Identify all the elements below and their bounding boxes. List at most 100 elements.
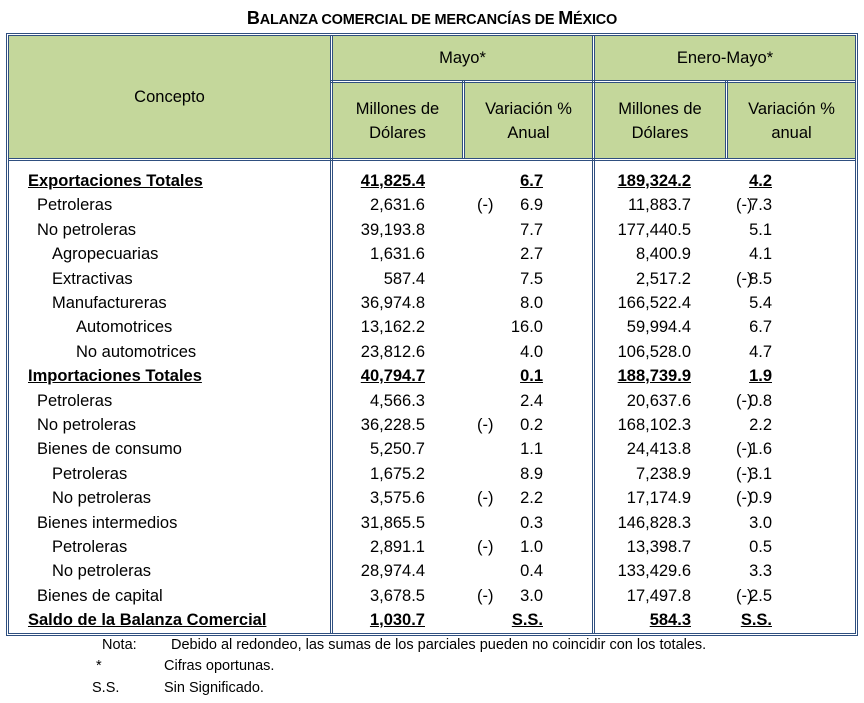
table-row: Petroleras 1,675.2 8.9 7,238.9 (-) 3.1 <box>9 462 855 486</box>
header-mayo: Mayo* <box>333 36 592 80</box>
mayo-millones: 3,575.6 <box>369 489 425 508</box>
enero-mayo-negative-sign: (-) <box>736 489 753 508</box>
enero-mayo-variacion: 0.5 <box>749 538 772 556</box>
enero-mayo-variacion: 5.1 <box>749 220 772 239</box>
enero-mayo-variacion: 4.1 <box>749 245 772 264</box>
mayo-millones: 36,228.5 <box>360 416 425 434</box>
mayo-millones: 1,675.2 <box>369 464 425 483</box>
row-label: No petroleras <box>52 562 152 581</box>
mayo-variacion: 7.5 <box>520 269 543 288</box>
table-row: Bienes intermedios 31,865.5 0.3 146,828.3 3.… <box>9 511 855 535</box>
header-variacion-enero-mayo: Variación % anual <box>728 83 855 158</box>
header-concepto: Concepto <box>9 36 330 158</box>
mayo-millones: 587.4 <box>383 269 425 288</box>
mayo-millones: 36,974.8 <box>360 294 425 312</box>
mayo-millones: 40,794.7 <box>360 367 425 386</box>
row-label: Importaciones Totales <box>28 367 202 386</box>
mayo-variacion: 2.2 <box>520 489 543 508</box>
mayo-millones: 39,193.8 <box>360 220 425 239</box>
note-text: Debido al redondeo, las sumas de los par… <box>171 637 707 653</box>
row-label: No automotrices <box>76 342 197 361</box>
mayo-variacion: 0.3 <box>520 513 543 532</box>
mayo-negative-sign: (-) <box>477 196 494 215</box>
mayo-variacion: S.S. <box>511 611 543 630</box>
row-label: Agropecuarias <box>52 245 159 264</box>
enero-mayo-millones: 13,398.7 <box>626 538 691 556</box>
mayo-millones: 23,812.6 <box>360 342 425 361</box>
enero-mayo-millones: 20,637.6 <box>626 391 691 410</box>
enero-mayo-negative-sign: (-) <box>736 586 753 605</box>
enero-mayo-variacion: 2.5 <box>749 586 772 605</box>
enero-mayo-millones: 188,739.9 <box>617 367 691 386</box>
enero-mayo-variacion: S.S. <box>740 611 772 630</box>
enero-mayo-variacion: 3.1 <box>749 464 772 483</box>
enero-mayo-millones: 166,522.4 <box>617 294 691 312</box>
enero-mayo-negative-sign: (-) <box>736 269 753 288</box>
row-label: No petroleras <box>52 489 152 508</box>
mayo-millones: 5,250.7 <box>369 440 425 459</box>
row-label: Bienes de capital <box>37 586 163 605</box>
row-label: Bienes intermedios <box>37 513 178 532</box>
table-row: Manufactureras 36,974.8 8.0 166,522.4 5.4 <box>9 291 855 315</box>
enero-mayo-variacion: 7.3 <box>749 196 772 215</box>
row-label: Petroleras <box>52 464 128 483</box>
table-title: BALANZA COMERCIAL DE MERCANCÍAS DE MÉXIC… <box>246 8 618 28</box>
enero-mayo-variacion: 6.7 <box>749 318 772 337</box>
enero-mayo-variacion: 2.2 <box>749 416 772 434</box>
enero-mayo-negative-sign: (-) <box>736 391 753 410</box>
enero-mayo-millones: 106,528.0 <box>617 342 691 361</box>
enero-mayo-millones: 17,174.9 <box>626 489 691 508</box>
row-label: Petroleras <box>37 196 113 215</box>
table-row: No petroleras 36,228.5 (-) 0.2 168,102.3 2.2 <box>9 413 855 437</box>
table-row: Bienes de capital 3,678.5 (-) 3.0 17,497.8 (-… <box>9 584 855 608</box>
table-row: Exportaciones Totales 41,825.4 6.7 189,324.… <box>9 169 855 193</box>
row-label: No petroleras <box>37 220 137 239</box>
note-text: Cifras oportunas. <box>164 658 275 674</box>
mayo-millones: 1,030.7 <box>369 611 425 630</box>
header-variacion-mayo: Variación % Anual <box>465 83 592 158</box>
mayo-variacion: 8.0 <box>520 294 543 312</box>
note-key: Nota: <box>102 637 137 653</box>
header-millones-mayo: Millones de Dólares <box>333 83 462 158</box>
table-row: No automotrices 23,812.6 4.0 106,528.0 4.7 <box>9 340 855 364</box>
table-row: Automotrices 13,162.2 16.0 59,994.4 6.7 <box>9 315 855 339</box>
enero-mayo-negative-sign: (-) <box>736 440 753 459</box>
table-row: No petroleras 3,575.6 (-) 2.2 17,174.9 (-) 0.9 <box>9 486 855 510</box>
table-row: Saldo de la Balanza Comercial 1,030.7 S.S.… <box>9 608 855 632</box>
mayo-millones: 2,891.1 <box>369 538 425 556</box>
mayo-millones: 2,631.6 <box>369 196 425 215</box>
table-row: No petroleras 28,974.4 0.4 133,429.6 3.3 <box>9 559 855 583</box>
mayo-variacion: 0.4 <box>520 562 543 581</box>
note-key: * <box>96 658 102 674</box>
note-key: S.S. <box>92 680 120 696</box>
enero-mayo-millones: 8,400.9 <box>635 245 691 264</box>
mayo-variacion: 7.7 <box>520 220 543 239</box>
mayo-variacion: 1.0 <box>520 538 543 556</box>
table-row: Agropecuarias 1,631.6 2.7 8,400.9 4.1 <box>9 242 855 266</box>
mayo-negative-sign: (-) <box>477 586 494 605</box>
mayo-variacion: 0.1 <box>520 367 543 386</box>
table-row: Extractivas 587.4 7.5 2,517.2 (-) 8.5 <box>9 267 855 291</box>
mayo-variacion: 1.1 <box>520 440 543 459</box>
mayo-variacion: 0.2 <box>520 416 543 434</box>
mayo-variacion: 6.9 <box>520 196 543 215</box>
row-label: Exportaciones Totales <box>28 172 203 190</box>
enero-mayo-variacion: 3.0 <box>749 513 772 532</box>
mayo-millones: 1,631.6 <box>369 245 425 264</box>
enero-mayo-millones: 168,102.3 <box>617 416 691 434</box>
table-row: Bienes de consumo 5,250.7 1.1 24,413.8 (-) 1.… <box>9 437 855 461</box>
mayo-variacion: 16.0 <box>510 318 543 337</box>
row-label: Automotrices <box>76 318 173 337</box>
note-text: Sin Significado. <box>164 680 264 696</box>
row-label: Manufactureras <box>52 294 167 312</box>
enero-mayo-variacion: 0.9 <box>749 489 772 508</box>
mayo-negative-sign: (-) <box>477 416 494 434</box>
mayo-millones: 13,162.2 <box>360 318 425 337</box>
enero-mayo-millones: 177,440.5 <box>617 220 691 239</box>
table-row: Petroleras 2,631.6 (-) 6.9 11,883.7 (-) 7.3 <box>9 193 855 217</box>
row-label: Bienes de consumo <box>37 440 182 459</box>
mayo-millones: 4,566.3 <box>369 391 425 410</box>
row-label: No petroleras <box>37 416 137 434</box>
enero-mayo-millones: 2,517.2 <box>635 269 691 288</box>
enero-mayo-variacion: 3.3 <box>749 562 772 581</box>
